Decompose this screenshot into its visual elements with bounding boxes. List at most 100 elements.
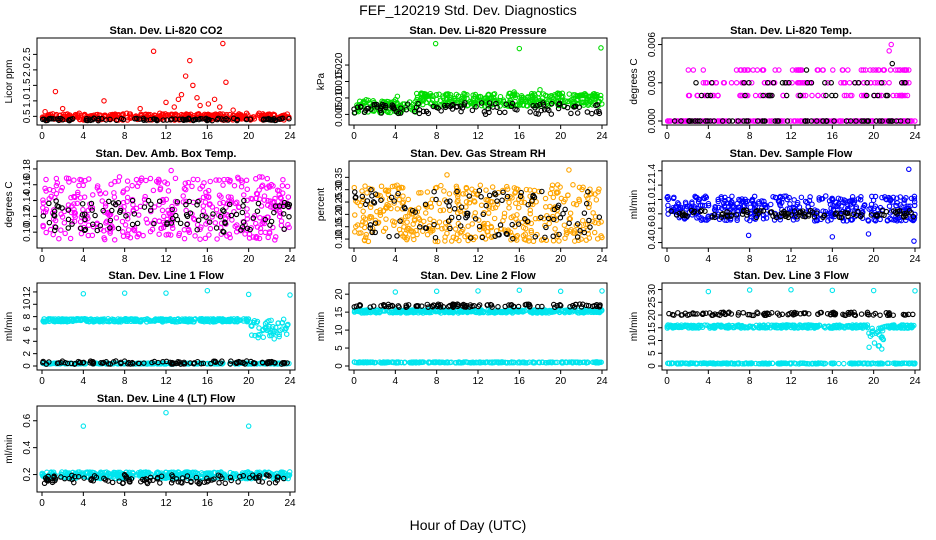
- data-point: [548, 215, 554, 222]
- data-point: [71, 201, 77, 207]
- data-points: [40, 167, 293, 243]
- data-point: [58, 227, 64, 233]
- data-point: [488, 224, 495, 231]
- data-point: [390, 310, 396, 316]
- data-point: [183, 207, 189, 214]
- data-point: [356, 230, 362, 236]
- data-points: [351, 40, 605, 118]
- data-point: [361, 307, 368, 314]
- data-point: [808, 80, 815, 86]
- data-point: [362, 183, 368, 189]
- data-point: [475, 217, 482, 223]
- data-point: [702, 92, 708, 99]
- data-point: [901, 67, 908, 73]
- data-point: [274, 187, 281, 194]
- data-point: [911, 196, 918, 202]
- data-point: [401, 224, 407, 230]
- data-point: [384, 201, 390, 208]
- data-point: [68, 360, 75, 367]
- data-point: [99, 316, 106, 323]
- data-point: [101, 235, 107, 241]
- data-point: [214, 236, 220, 242]
- data-point: [388, 194, 395, 201]
- data-point: [457, 309, 463, 315]
- data-point: [455, 197, 461, 203]
- x-tick-label: 0: [351, 376, 357, 387]
- data-point: [592, 93, 599, 99]
- data-point: [271, 336, 277, 342]
- data-point: [806, 211, 812, 217]
- y-tick-label: 4: [22, 338, 33, 344]
- data-point: [906, 208, 913, 214]
- data-point: [518, 93, 525, 99]
- data-point: [404, 236, 410, 243]
- data-point: [464, 210, 470, 217]
- data-point: [753, 118, 759, 124]
- data-point: [596, 303, 603, 310]
- data-point: [478, 202, 485, 208]
- data-point: [413, 227, 419, 234]
- data-point: [239, 209, 246, 216]
- data-point: [53, 198, 59, 204]
- data-point: [912, 118, 918, 124]
- panel-title: Stan. Dev. Line 3 Flow: [733, 270, 849, 282]
- data-point: [599, 288, 605, 294]
- data-point: [401, 360, 408, 366]
- data-point: [353, 194, 359, 200]
- data-point: [197, 115, 203, 122]
- data-point: [516, 287, 523, 293]
- data-point: [789, 80, 795, 86]
- data-point: [513, 200, 519, 207]
- data-point: [46, 219, 53, 226]
- data-point: [183, 317, 190, 323]
- data-point: [455, 302, 462, 308]
- data-point: [488, 96, 495, 102]
- data-point: [263, 116, 269, 122]
- data-point: [574, 221, 581, 227]
- y-tick-label: 0.020: [334, 52, 345, 77]
- y-tick-label: 0.10: [334, 229, 345, 249]
- data-point: [772, 118, 778, 124]
- data-point: [394, 233, 400, 239]
- data-point: [568, 97, 574, 104]
- data-point: [358, 103, 364, 110]
- data-point: [840, 80, 847, 86]
- data-point: [210, 211, 216, 217]
- data-point: [225, 213, 232, 219]
- data-point: [533, 110, 539, 117]
- x-tick-label: 12: [785, 131, 797, 142]
- data-point: [843, 198, 849, 204]
- data-point: [285, 194, 292, 200]
- data-point: [124, 233, 131, 239]
- x-tick-label: 16: [202, 131, 214, 142]
- data-point: [503, 230, 510, 237]
- data-point: [511, 89, 517, 95]
- data-point: [424, 301, 431, 308]
- data-point: [540, 100, 546, 106]
- data-point: [529, 198, 535, 204]
- data-point: [253, 320, 260, 326]
- data-point: [504, 359, 511, 366]
- data-point: [46, 200, 52, 207]
- data-point: [157, 186, 163, 193]
- x-tick-label: 8: [122, 254, 128, 265]
- data-point: [519, 359, 526, 366]
- data-point: [550, 216, 557, 223]
- data-point: [879, 211, 885, 218]
- data-point: [57, 318, 64, 325]
- x-tick-label: 20: [243, 376, 255, 387]
- data-point: [769, 92, 775, 99]
- data-point: [557, 288, 564, 295]
- data-point: [426, 97, 432, 103]
- panel-3: Stan. Dev. Li-820 Temp.degrees C0 4 8 12 16 2…: [629, 25, 921, 142]
- data-point: [445, 91, 451, 97]
- data-point: [739, 211, 746, 217]
- data-point: [675, 201, 682, 207]
- data-point: [827, 201, 834, 208]
- data-point: [825, 80, 831, 86]
- data-point: [799, 208, 806, 214]
- data-point: [427, 216, 433, 223]
- x-tick-label: 12: [160, 254, 172, 265]
- data-point: [551, 206, 558, 213]
- data-point: [80, 206, 86, 213]
